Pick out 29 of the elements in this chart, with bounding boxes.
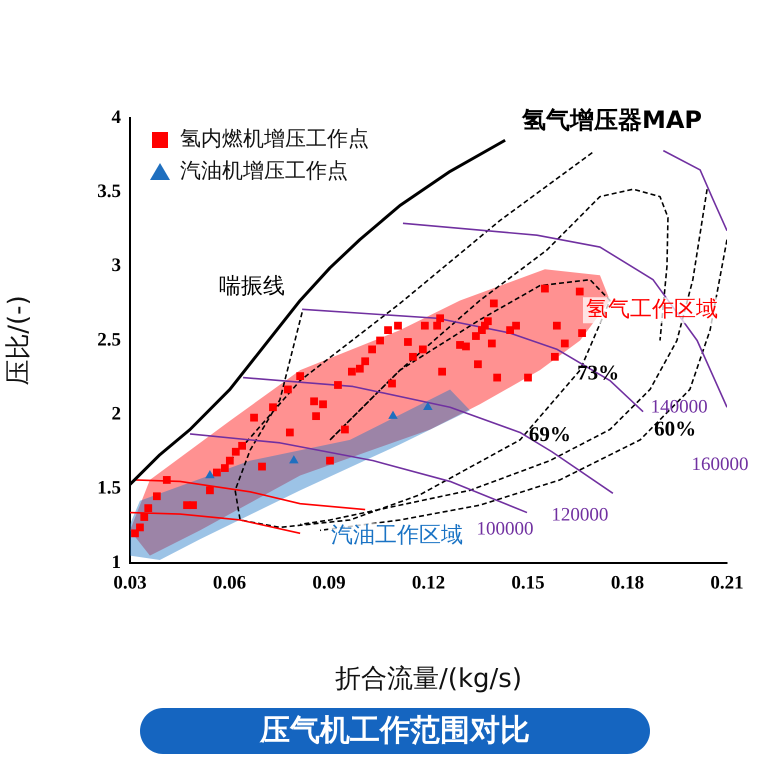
y-tick-label: 3 — [112, 255, 121, 276]
series-label: 69% — [528, 422, 571, 446]
y-tick-label: 1.5 — [97, 478, 121, 499]
chart-title: 氢气增压器MAP — [520, 106, 702, 134]
x-tick-label: 0.12 — [412, 572, 446, 594]
y-tick-label: 1 — [112, 552, 121, 573]
series-label: 氢气工作区域 — [586, 296, 718, 322]
y-axis-title: 压比/(-) — [3, 295, 34, 386]
text: 160000 — [692, 454, 748, 476]
x-tick-label: 0.18 — [610, 572, 644, 594]
y-tick-label: 3.5 — [97, 181, 121, 202]
x-tick-label: 0.21 — [710, 572, 744, 594]
legend-label: 汽油机增压工作点 — [180, 158, 348, 182]
series-label: 60% — [654, 416, 696, 440]
series-label: 100000 — [476, 518, 534, 540]
y-tick-label: 4 — [112, 106, 122, 128]
x-tick-label: 0.15 — [511, 572, 545, 594]
legend-label: 氢内燃机增压工作点 — [180, 126, 369, 150]
series-label: 140000 — [650, 396, 708, 418]
x-tick-label: 0.09 — [312, 572, 346, 594]
text: 压气机工作范围对比 — [140, 708, 650, 754]
x-tick-label: 0.06 — [212, 572, 246, 594]
series-label: 喘振线 — [219, 274, 286, 300]
x-tick-label: 0.03 — [113, 572, 147, 594]
y-tick-label: 2 — [112, 404, 121, 425]
series-label: 120000 — [551, 504, 608, 526]
y-tick-label: 2.5 — [97, 329, 121, 350]
x-axis-title: 折合流量/(kg/s) — [335, 664, 522, 694]
series-label: 汽油工作区域 — [330, 522, 463, 548]
